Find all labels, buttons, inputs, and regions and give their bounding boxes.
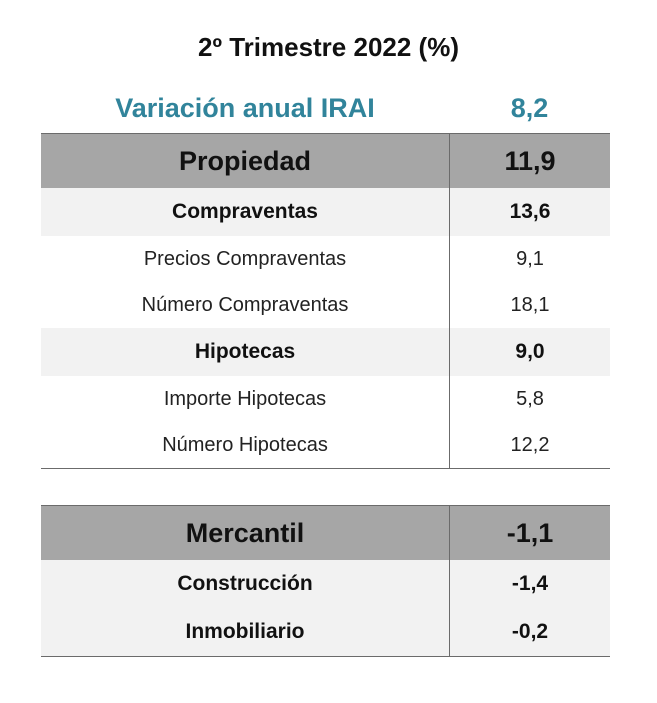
irai-value: 8,2	[510, 93, 549, 123]
table-row-precios-compraventas: Precios Compraventas 9,1	[41, 236, 610, 282]
table-row-numero-hipotecas: Número Hipotecas 12,2	[41, 422, 610, 468]
row-label: Número Hipotecas	[162, 433, 328, 456]
mercantil-header-label: Mercantil	[185, 517, 305, 548]
propiedad-header-label: Propiedad	[178, 145, 312, 176]
row-value: 9,1	[449, 236, 610, 282]
table-row-construccion: Construcción -1,4	[41, 560, 610, 608]
propiedad-header-row: Propiedad 11,9	[41, 134, 610, 188]
mercantil-table: Mercantil -1,1 Construcción -1,4 Inmobil…	[41, 505, 610, 657]
row-value: 5,8	[449, 376, 610, 422]
row-label: Construcción	[177, 572, 313, 595]
irai-label: Variación anual IRAI	[115, 93, 375, 123]
table-row-hipotecas: Hipotecas 9,0	[41, 328, 610, 376]
row-label: Hipotecas	[194, 340, 296, 363]
row-label: Número Compraventas	[141, 293, 349, 316]
row-value: 18,1	[449, 282, 610, 328]
table-row-compraventas: Compraventas 13,6	[41, 188, 610, 236]
mercantil-header-row: Mercantil -1,1	[41, 506, 610, 560]
table-row-inmobiliario: Inmobiliario -0,2	[41, 608, 610, 656]
row-label: Inmobiliario	[185, 620, 305, 643]
table-row-importe-hipotecas: Importe Hipotecas 5,8	[41, 376, 610, 422]
row-value: -0,2	[449, 608, 610, 656]
row-value: 12,2	[449, 422, 610, 468]
row-label: Precios Compraventas	[143, 247, 347, 270]
row-value: 13,6	[449, 188, 610, 236]
page-title: 2º Trimestre 2022 (%)	[198, 32, 459, 62]
mercantil-header-value: -1,1	[449, 506, 610, 560]
propiedad-table: Propiedad 11,9 Compraventas 13,6 Precios…	[41, 133, 610, 469]
table-row-numero-compraventas: Número Compraventas 18,1	[41, 282, 610, 328]
propiedad-header-value: 11,9	[449, 134, 610, 188]
row-label: Compraventas	[172, 200, 318, 223]
row-value: 9,0	[449, 328, 610, 376]
row-value: -1,4	[449, 560, 610, 608]
row-label: Importe Hipotecas	[163, 387, 327, 410]
irai-summary-row: Variación anual IRAI 8,2	[41, 88, 610, 128]
